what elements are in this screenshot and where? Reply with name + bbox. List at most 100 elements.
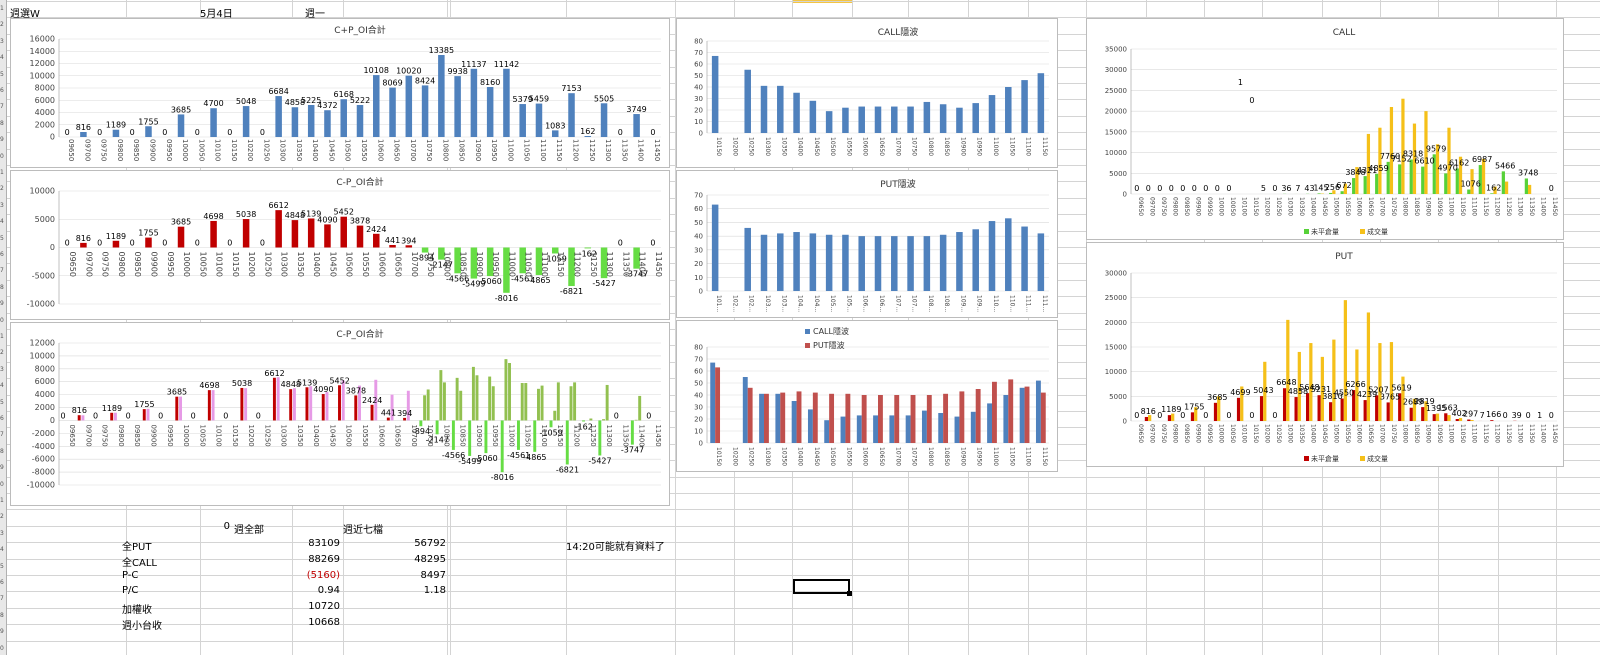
bar [177, 114, 185, 137]
y-tick-label: 50 [694, 219, 703, 227]
data-label: 4970 [1437, 163, 1457, 172]
bar [207, 390, 211, 421]
cell-weekday[interactable]: 週一 [305, 9, 325, 20]
bar [1455, 419, 1459, 421]
summary-row-label[interactable]: 週小台收 [122, 621, 162, 632]
summary-row-near[interactable]: 48295 [414, 554, 446, 565]
bar [438, 247, 445, 260]
chart-put[interactable]: 0 5000 10000 15000 20000 25000 30000 PUT 0 816 0 11… [1086, 242, 1564, 467]
data-label: 5222 [350, 96, 370, 105]
x-tick-label: 103... [764, 295, 771, 312]
data-label: 0 [126, 411, 131, 420]
chart-c-minus-p-detail[interactable]: -10000 -8000 -6000 -4000 -2000 0 2000 4000 6000 8… [10, 322, 670, 506]
summary-row-label[interactable]: 加權收 [122, 605, 152, 616]
summary-row-near[interactable]: 1.18 [423, 585, 446, 596]
bar [549, 420, 553, 428]
bar [244, 388, 248, 421]
bar [568, 93, 575, 137]
bar [340, 99, 347, 137]
data-label: 0 [1226, 411, 1231, 420]
x-tick-label: 10000 [1217, 197, 1224, 216]
summary-row-all[interactable]: 88269 [308, 554, 340, 565]
data-label: -3747 [621, 446, 644, 455]
bar [845, 393, 851, 443]
chart-call-iv[interactable]: 0 10 20 30 40 50 60 70 80 CALL隱波 10150 10200 10250 10… [676, 18, 1058, 168]
bar [451, 420, 455, 450]
summary-row-label[interactable]: 全PUT [122, 542, 152, 553]
data-label: 0 [130, 239, 135, 248]
summary-row-all[interactable]: 0.94 [317, 585, 340, 596]
y-tick-label: -5000 [32, 271, 55, 280]
data-label: 6168 [334, 90, 354, 99]
x-tick-label: 110... [1008, 295, 1015, 312]
x-tick-label: 10750 [426, 252, 435, 277]
bar [959, 391, 965, 443]
cell-a1[interactable]: 週選W [10, 9, 40, 20]
data-label: 3878 [346, 386, 366, 395]
bar [145, 237, 152, 248]
bar [454, 247, 461, 274]
y-tick-label: 60 [694, 368, 703, 376]
bar [1447, 127, 1451, 194]
chart-cp-sum[interactable]: 0 2000 4000 6000 8000 10000 12000 14000 16000 C+P… [10, 18, 670, 168]
bar [742, 377, 748, 443]
bar [1343, 183, 1347, 194]
cell-week-near-header[interactable]: 週近七檔 [343, 525, 383, 536]
chart-call[interactable]: 0 5000 10000 15000 20000 25000 30000 35000 CALL 0… [1086, 18, 1564, 240]
bar [1309, 343, 1313, 421]
summary-row-all[interactable]: 10668 [308, 617, 340, 628]
bar [975, 389, 981, 443]
summary-row-all[interactable]: 83109 [308, 538, 340, 549]
cell-week-all-header[interactable]: 週全部 [234, 525, 264, 536]
y-tick-label: 40 [694, 84, 703, 92]
bar [551, 130, 559, 137]
summary-row-label[interactable]: P-C [122, 570, 139, 581]
data-label: 0 [65, 128, 70, 137]
selected-cell[interactable] [793, 579, 852, 596]
x-tick-label: 10400 [312, 252, 321, 277]
bar [605, 384, 609, 421]
x-tick-label: 11300 [605, 252, 614, 277]
cell-zero[interactable]: 0 [223, 521, 230, 532]
data-label: 4699 [1230, 388, 1250, 397]
data-label: 5139 [297, 378, 317, 387]
data-label: 8318 [1403, 150, 1423, 159]
bar [275, 210, 282, 248]
row-number: 1 [0, 5, 4, 12]
y-tick-label: 50 [694, 72, 703, 80]
row-number: 5 [0, 563, 4, 570]
summary-row-near[interactable]: 56792 [414, 538, 446, 549]
row-number: 1 [0, 333, 4, 340]
bar [573, 382, 577, 421]
summary-row-near[interactable]: 8497 [420, 570, 446, 581]
x-tick-label: 101... [715, 295, 722, 312]
bar [633, 114, 640, 137]
summary-row-label[interactable]: P/C [122, 585, 139, 596]
bar [926, 395, 932, 443]
chart-iv-compare[interactable]: 0 10 20 30 40 50 60 70 80 CALL隱波 PUT隱波 10150 10200 10… [676, 320, 1058, 472]
cell-note[interactable]: 14:20可能就有資料了 [566, 542, 665, 553]
chart-iv-compare-svg: 0 10 20 30 40 50 60 70 80 CALL隱波 PUT隱波 10150 10200 10… [694, 326, 1049, 466]
cell-date[interactable]: 5月4日 [200, 9, 233, 20]
bar [1019, 387, 1025, 443]
data-label: 1395 [1426, 404, 1446, 413]
data-label: 0 [1146, 184, 1151, 193]
x-tick-label: 104... [797, 295, 804, 312]
summary-row-label[interactable]: 全CALL [122, 558, 157, 569]
data-label: 0 [1157, 184, 1162, 193]
bar [373, 75, 380, 137]
data-label: 162 [580, 127, 595, 136]
data-label: 0 [191, 411, 196, 420]
summary-row-all[interactable]: 10720 [308, 601, 340, 612]
bar [600, 103, 608, 137]
bar [341, 380, 345, 421]
x-tick-label: 10550 [845, 447, 852, 466]
x-tick-label: 10500 [345, 252, 354, 277]
chart-put-iv[interactable]: 0 10 20 30 40 50 60 70 PUT隱波 101... 102... 102... 10… [676, 170, 1058, 318]
summary-row-all[interactable]: (5160) [306, 570, 340, 581]
bar [589, 418, 593, 421]
bar [858, 106, 865, 133]
x-tick-label: 11350 [621, 252, 630, 277]
chart-c-minus-p[interactable]: -10000 -5000 0 5000 10000 C-P_OI合計 0 816 0 1189 0 1… [10, 170, 670, 320]
